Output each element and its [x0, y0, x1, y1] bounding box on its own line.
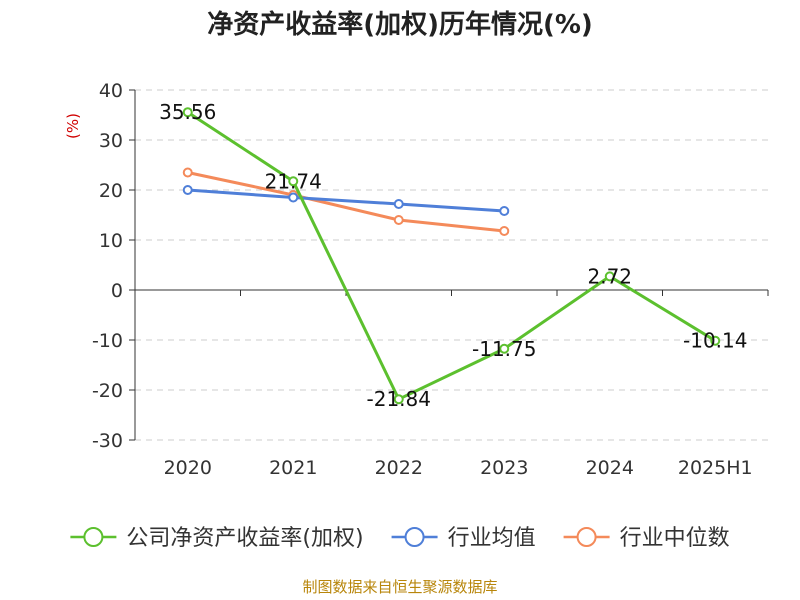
data-label: -21.84	[367, 387, 431, 411]
data-point	[288, 192, 299, 203]
axes: 40 30 20 10 0 -10 -20 -30 2020 2021 2022 2023 2024 20…	[92, 80, 769, 479]
data-point	[499, 343, 510, 354]
data-point	[393, 199, 404, 209]
x-tick-label: 2025H1	[678, 457, 753, 479]
source-note: 制图数据来自恒生聚源数据库	[302, 578, 497, 596]
legend-marker	[404, 527, 425, 547]
y-tick-label: -20	[92, 380, 123, 402]
grid-lines	[135, 89, 768, 441]
y-tick-label: -30	[92, 430, 123, 452]
data-point	[499, 226, 510, 236]
data-point	[393, 394, 404, 405]
legend-marker	[83, 527, 104, 547]
series-layer	[182, 107, 721, 405]
data-point	[499, 206, 510, 216]
y-tick-label: 20	[99, 180, 123, 202]
chart-title: 净资产收益率(加权)历年情况(%)	[207, 9, 593, 40]
data-point	[393, 215, 404, 225]
legend-label: 行业中位数	[620, 526, 730, 551]
y-tick-label: 0	[111, 280, 123, 302]
legend-item[interactable]: 公司净资产收益率(加权)	[70, 526, 364, 551]
x-tick-label: 2022	[375, 457, 423, 479]
y-tick-label: -10	[92, 330, 123, 352]
data-label: 2.72	[587, 264, 632, 288]
data-labels: 35.56 21.74 -21.84 -11.75 2.72 -10.14	[159, 100, 747, 411]
y-tick-label: 30	[99, 130, 123, 152]
legend-label: 行业均值	[448, 526, 536, 551]
data-point	[288, 176, 299, 187]
x-tick-label: 2021	[269, 457, 317, 479]
data-point	[182, 185, 193, 195]
legend-item[interactable]: 行业均值	[391, 526, 536, 551]
series-line	[187, 171, 505, 233]
legend-label: 公司净资产收益率(加权)	[126, 526, 363, 551]
data-point	[604, 271, 615, 282]
data-label: 35.56	[159, 100, 216, 124]
y-axis-label: (%)	[64, 113, 82, 139]
series-line	[187, 188, 505, 213]
y-tick-label: 40	[99, 80, 123, 102]
data-point	[710, 335, 721, 346]
series-line	[186, 110, 717, 401]
data-label: -11.75	[472, 337, 536, 361]
data-label: 21.74	[265, 169, 322, 193]
y-tick-label: 10	[99, 230, 123, 252]
x-tick-label: 2024	[586, 457, 634, 479]
x-tick-label: 2023	[480, 457, 528, 479]
legend: 公司净资产收益率(加权) 行业均值 行业中位数	[70, 526, 730, 551]
data-point	[182, 107, 193, 118]
legend-marker	[576, 527, 597, 547]
data-point	[182, 167, 193, 178]
data-label: -10.14	[683, 329, 747, 353]
x-tick-label: 2020	[164, 457, 212, 479]
legend-item[interactable]: 行业中位数	[563, 526, 730, 551]
